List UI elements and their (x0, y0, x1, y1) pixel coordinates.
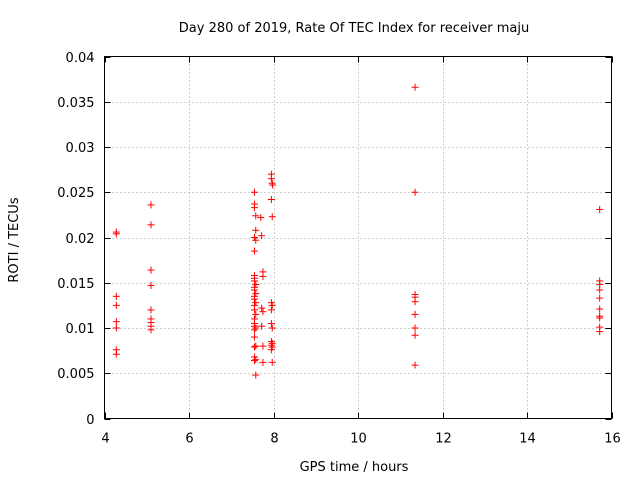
data-point (252, 324, 260, 332)
y-tick-label: 0.005 (57, 367, 94, 382)
y-axis-label: ROTI / TECUs (7, 197, 22, 282)
y-tick-label: 0.01 (66, 322, 95, 337)
data-point (147, 326, 155, 334)
data-point (269, 181, 277, 189)
data-point (250, 326, 258, 334)
data-point (411, 324, 419, 332)
x-axis-label: GPS time / hours (300, 460, 409, 475)
data-point (257, 214, 265, 222)
data-point (268, 358, 276, 366)
x-tick-label: 10 (350, 432, 367, 447)
data-point (267, 175, 275, 183)
data-point (411, 310, 419, 318)
data-point (596, 294, 604, 302)
data-point (252, 212, 260, 220)
data-point (259, 342, 267, 350)
data-point (596, 314, 604, 322)
data-point (267, 306, 275, 314)
data-point (250, 277, 258, 285)
data-point (250, 295, 258, 303)
data-point (268, 213, 276, 221)
data-point (112, 324, 120, 332)
y-tick-label: 0.03 (66, 141, 95, 156)
data-point (259, 358, 267, 366)
data-point (252, 356, 260, 364)
data-point (250, 286, 258, 294)
data-point (250, 188, 258, 196)
data-point (147, 221, 155, 229)
data-point (252, 236, 260, 244)
data-point (252, 342, 260, 350)
data-point (411, 188, 419, 196)
data-point (252, 371, 260, 379)
x-tick-label: 12 (435, 432, 452, 447)
data-point (267, 346, 275, 354)
y-tick-label: 0.015 (57, 277, 94, 292)
data-point (268, 324, 276, 332)
y-tick-label: 0.04 (66, 51, 95, 66)
data-point (112, 301, 120, 309)
data-point (267, 319, 275, 327)
y-tick-label: 0.025 (57, 186, 94, 201)
data-points (112, 83, 604, 379)
data-point (250, 343, 258, 351)
grid-lines (104, 56, 612, 419)
data-point (259, 272, 267, 280)
data-point (411, 83, 419, 91)
chart-title: Day 280 of 2019, Rate Of TEC Index for r… (179, 21, 529, 36)
data-point (147, 266, 155, 274)
data-point (596, 305, 604, 313)
data-point (268, 301, 276, 309)
data-point (258, 322, 266, 330)
data-point (411, 298, 419, 306)
data-point (258, 304, 266, 312)
data-point (112, 318, 120, 326)
data-point (258, 232, 266, 240)
data-point (411, 361, 419, 369)
y-tick-label: 0.02 (66, 232, 95, 247)
y-tick-label: 0 (86, 413, 94, 428)
data-point (250, 357, 258, 365)
data-point (267, 195, 275, 203)
tick-labels: 0 0.005 0.01 0.015 0.02 0.025 0.03 0.035 0.04 4 6 8… (57, 51, 620, 447)
data-point (252, 310, 260, 318)
y-tick-label: 0.035 (57, 96, 94, 111)
data-point (250, 247, 258, 255)
data-point (112, 350, 120, 358)
data-point (252, 226, 260, 234)
data-point (259, 308, 267, 316)
data-point (147, 281, 155, 289)
data-point (147, 306, 155, 314)
data-point (596, 328, 604, 336)
data-point (112, 292, 120, 300)
data-point (596, 205, 604, 213)
x-tick-label: 16 (604, 432, 621, 447)
x-tick-label: 6 (185, 432, 193, 447)
x-tick-label: 14 (519, 432, 536, 447)
data-point (250, 333, 258, 341)
data-point (250, 306, 258, 314)
x-tick-label: 4 (101, 432, 109, 447)
data-point (250, 204, 258, 212)
data-point (147, 201, 155, 209)
data-point (596, 286, 604, 294)
axis-ticks (104, 56, 613, 420)
data-point (411, 331, 419, 339)
data-point (112, 230, 120, 238)
x-tick-label: 8 (270, 432, 278, 447)
